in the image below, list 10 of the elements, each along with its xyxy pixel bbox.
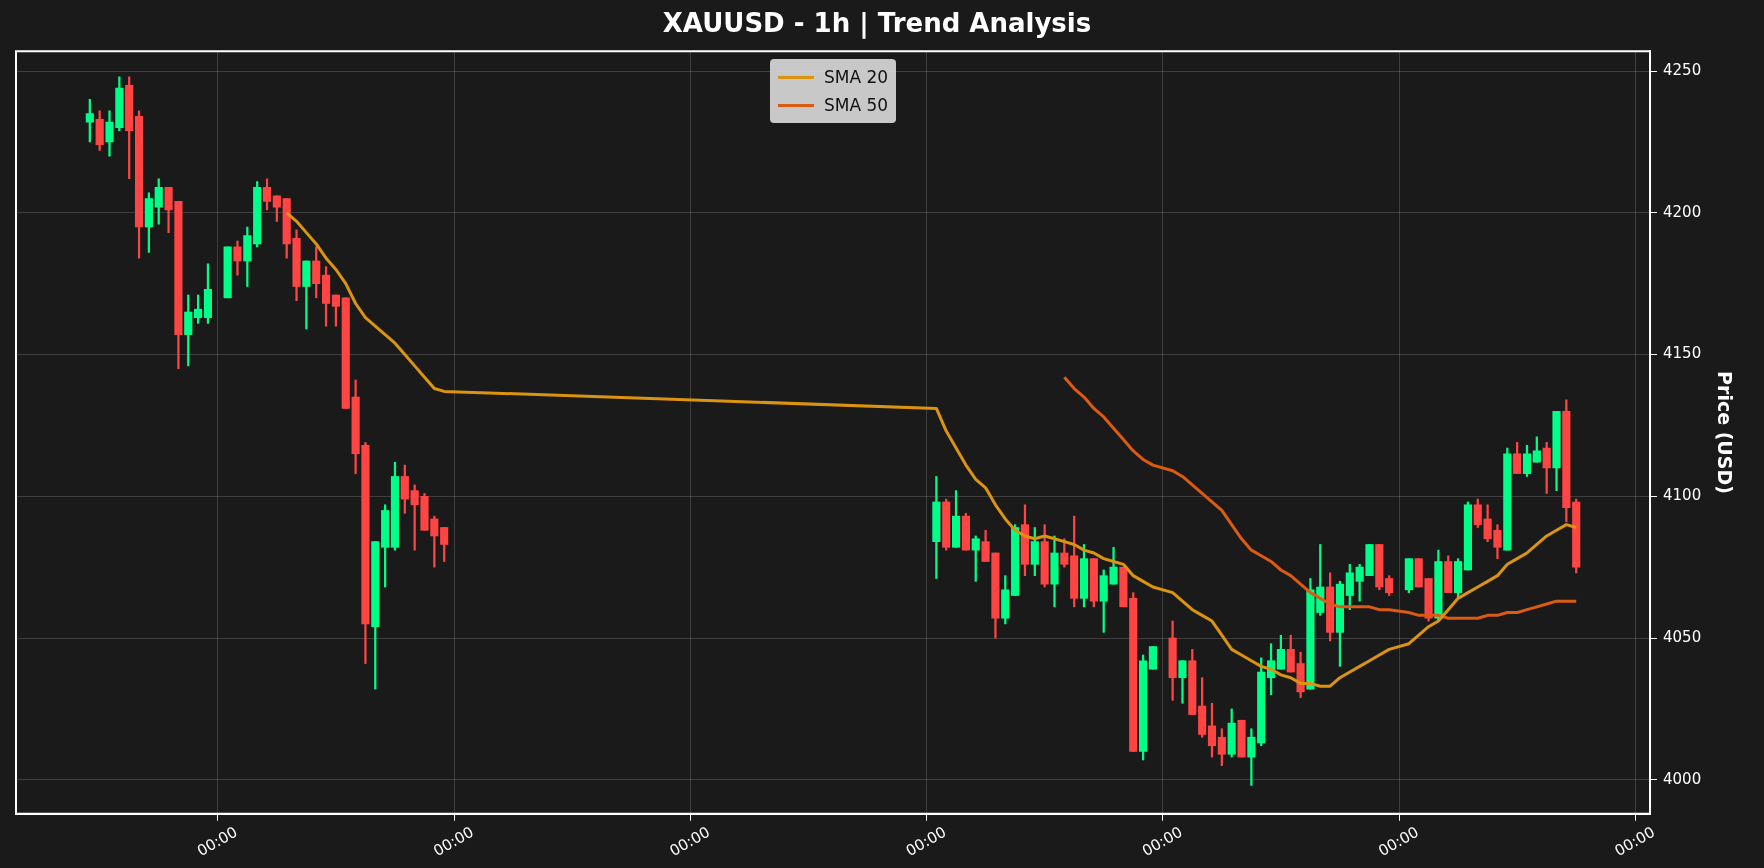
- y-tick-label: 4150: [1663, 344, 1702, 363]
- legend-label: SMA 20: [824, 67, 889, 88]
- y-tick-label: 4250: [1663, 60, 1702, 79]
- y-tick-label: 4100: [1663, 486, 1702, 505]
- legend-label: SMA 50: [824, 95, 889, 116]
- y-axis-title: Price (USD): [1713, 371, 1736, 494]
- y-tick-label: 4050: [1663, 627, 1702, 646]
- y-tick-label: 4200: [1663, 202, 1702, 221]
- y-tick-label: 4000: [1663, 769, 1702, 788]
- chart-title: XAUUSD - 1h | Trend Analysis: [662, 8, 1092, 40]
